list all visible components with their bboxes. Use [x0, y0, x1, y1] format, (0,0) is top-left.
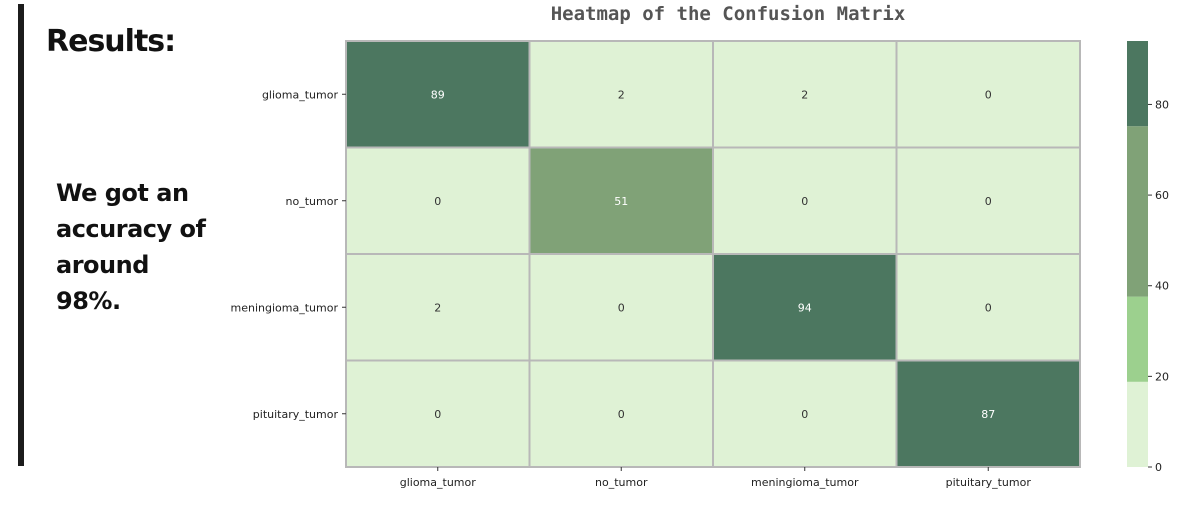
row-label: meningioma_tumor: [231, 301, 339, 314]
colorbar-band: [1127, 126, 1148, 297]
heatmap-cell: [528, 253, 714, 362]
heatmap-cell: [712, 40, 898, 149]
col-label: pituitary_tumor: [946, 476, 1032, 489]
colorbar-tick-label: 80: [1155, 98, 1169, 111]
colorbar-band: [1127, 296, 1148, 382]
cell-value-label: 2: [434, 301, 441, 314]
cell-value-label: 94: [798, 301, 812, 314]
cell-value-label: 0: [985, 195, 992, 208]
colorbar-tick-label: 20: [1155, 370, 1169, 383]
cell-value-label: 89: [431, 88, 445, 101]
cell-value-label: 0: [434, 195, 441, 208]
colorbar: 0 20 40 60 80: [1127, 41, 1169, 474]
heatmap-cell: [528, 146, 714, 255]
colorbar-tick-label: 60: [1155, 189, 1169, 202]
row-label: no_tumor: [286, 195, 339, 208]
cell-value-label: 0: [618, 408, 625, 421]
col-label: glioma_tumor: [400, 476, 477, 489]
colorbar-tick-label: 40: [1155, 280, 1169, 293]
colorbar-band: [1127, 41, 1148, 127]
heatmap-cell: [712, 359, 898, 468]
cell-value-label: 2: [618, 88, 625, 101]
cell-value-label: 0: [985, 88, 992, 101]
heatmap-cell: [345, 253, 531, 362]
cell-value-label: 51: [614, 195, 628, 208]
cell-value-label: 0: [801, 408, 808, 421]
colorbar-band: [1127, 381, 1148, 467]
col-label: no_tumor: [595, 476, 648, 489]
accent-bar: [18, 4, 24, 466]
col-label: meningioma_tumor: [751, 476, 859, 489]
cell-value-label: 0: [434, 408, 441, 421]
cell-value-label: 0: [985, 301, 992, 314]
heatmap-cell: [895, 253, 1081, 362]
slide-heading: Results:: [46, 24, 176, 59]
heatmap-cell: [345, 359, 531, 468]
cell-value-label: 0: [618, 301, 625, 314]
cell-value-label: 87: [981, 408, 995, 421]
heatmap-cell: [895, 40, 1081, 149]
heatmap-cell: [345, 40, 531, 149]
row-label: glioma_tumor: [262, 88, 339, 101]
heatmap-cell: [345, 146, 531, 255]
colorbar-tick-label: 0: [1155, 461, 1162, 474]
heatmap-cells: 89 2 2 0 0 51 0 0 2 0 94 0 0 0 0 87: [345, 40, 1081, 468]
heatmap-cell: [712, 253, 898, 362]
heatmap-cell: [895, 146, 1081, 255]
row-label: pituitary_tumor: [253, 408, 339, 421]
cell-value-label: 0: [801, 195, 808, 208]
heatmap-cell: [528, 359, 714, 468]
col-labels: glioma_tumor no_tumor meningioma_tumor pitu…: [400, 467, 1032, 489]
row-labels: glioma_tumor no_tumor meningioma_tumorpitu…: [231, 88, 346, 421]
heatmap-cell: [895, 359, 1081, 468]
chart-title: Heatmap of the Confusion Matrix: [551, 3, 906, 25]
cell-value-label: 2: [801, 88, 808, 101]
accuracy-statement: We got an accuracy of around 98%.: [56, 179, 206, 315]
